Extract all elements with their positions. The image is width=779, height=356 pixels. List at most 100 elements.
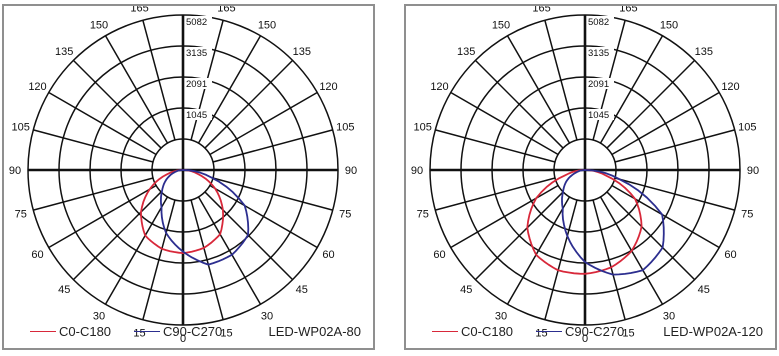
angle-label: 45 (296, 284, 308, 296)
grid-spoke (209, 184, 318, 249)
angle-label: 105 (738, 122, 756, 134)
radial-tick-label: 1045 (186, 110, 207, 121)
grid-spoke (544, 20, 578, 141)
angle-label: 30 (261, 310, 273, 322)
angle-label: 105 (12, 122, 30, 134)
grid-spoke (450, 184, 559, 249)
radial-tick-label: 3135 (588, 48, 609, 59)
grid-spoke (450, 91, 559, 156)
legend-label: C90-C270 (565, 324, 625, 339)
grid-spoke (506, 196, 571, 305)
radial-tick-label: 2091 (588, 79, 609, 90)
radial-tick-label: 2091 (186, 79, 207, 90)
radial-tick-label: 5082 (186, 17, 207, 28)
angle-label: 75 (15, 208, 27, 220)
legend-item-c90-c270: C90-C270 (134, 324, 222, 339)
angle-label: 105 (336, 122, 354, 134)
angle-label: 15 (622, 327, 634, 339)
angle-label: 15 (220, 327, 232, 339)
angle-label: 30 (495, 310, 507, 322)
angle-label: 90 (345, 165, 357, 177)
series-curve-c0-c180 (140, 169, 224, 254)
grid-spoke (212, 129, 333, 163)
grid-spoke (33, 129, 154, 163)
angle-label: 165 (619, 6, 637, 15)
angle-label: 150 (258, 20, 276, 32)
grid-spoke (48, 184, 157, 249)
angle-label: 165 (532, 6, 550, 15)
grid-spoke (606, 59, 696, 149)
polar-grid (27, 14, 339, 326)
grid-spoke (592, 199, 626, 320)
angle-label: 135 (457, 46, 475, 58)
angle-label: 150 (90, 20, 108, 32)
angle-label: 90 (747, 165, 759, 177)
legend: C0-C180 C90-C270 LED-WP02A-120 (406, 322, 775, 342)
polar-chart: 1801651501351201059075604530150153045607… (411, 6, 759, 345)
grid-spoke (209, 91, 318, 156)
grid-spoke (614, 129, 735, 163)
angle-label: 120 (721, 81, 739, 93)
legend-item-c0-c180: C0-C180 (30, 324, 111, 339)
grid-spoke (212, 177, 333, 211)
grid-spoke (104, 35, 169, 144)
angle-label: 30 (663, 310, 675, 322)
angle-label: 135 (55, 46, 73, 58)
grid-spoke (197, 35, 262, 144)
legend-item-c0-c180: C0-C180 (432, 324, 513, 339)
grid-spoke (197, 196, 262, 305)
grid-spoke (611, 184, 720, 249)
angle-label: 150 (492, 20, 510, 32)
angle-label: 105 (414, 122, 432, 134)
angle-label: 120 (28, 81, 46, 93)
radial-label-bg (185, 47, 212, 58)
angle-label: 60 (433, 249, 445, 261)
polar-chart-panel: 1801651501351201059075604530150153045607… (2, 4, 375, 350)
grid-spoke (72, 191, 162, 281)
angle-label: 90 (411, 165, 423, 177)
model-label: LED-WP02A-80 (268, 324, 361, 339)
radial-label-bg (587, 109, 614, 120)
grid-spoke (614, 177, 735, 211)
legend-item-c90-c270: C90-C270 (536, 324, 624, 339)
angle-label: 0 (180, 333, 186, 345)
grid-spoke (474, 191, 564, 281)
angle-label: 15 (133, 327, 145, 339)
angle-label: 120 (430, 81, 448, 93)
angle-label: 180 (174, 6, 192, 9)
angle-label: 90 (9, 165, 21, 177)
polar-chart-panel: 1801651501351201059075604530150153045607… (404, 4, 777, 350)
angle-label: 75 (741, 208, 753, 220)
series-curve-c90-c270 (561, 169, 665, 276)
legend-swatch (134, 331, 160, 332)
radial-tick-label: 5082 (588, 17, 609, 28)
angle-label: 135 (293, 46, 311, 58)
grid-spoke (190, 199, 224, 320)
angle-label: 15 (535, 327, 547, 339)
angle-label: 45 (58, 284, 70, 296)
radial-tick-label: 1045 (588, 110, 609, 121)
legend-label: C0-C180 (461, 324, 514, 339)
radial-label-bg (587, 47, 614, 58)
radial-tick-label: 3135 (186, 48, 207, 59)
angle-label: 135 (695, 46, 713, 58)
angle-label: 45 (698, 284, 710, 296)
angle-label: 165 (130, 6, 148, 15)
radial-label-bg (185, 109, 212, 120)
grid-spoke (48, 91, 157, 156)
grid-spoke (435, 129, 556, 163)
angle-label: 0 (582, 333, 588, 345)
angle-label: 120 (319, 81, 337, 93)
grid-spoke (104, 196, 169, 305)
legend-label: C0-C180 (59, 324, 112, 339)
angle-label: 60 (322, 249, 334, 261)
legend-swatch (30, 331, 56, 332)
grid-spoke (474, 59, 564, 149)
radial-label-bg (185, 16, 212, 27)
legend-label: C90-C270 (163, 324, 223, 339)
grid-spoke (435, 177, 556, 211)
angle-label: 150 (660, 20, 678, 32)
grid-spoke (204, 191, 294, 281)
legend-swatch (536, 331, 562, 332)
grid-spoke (611, 91, 720, 156)
